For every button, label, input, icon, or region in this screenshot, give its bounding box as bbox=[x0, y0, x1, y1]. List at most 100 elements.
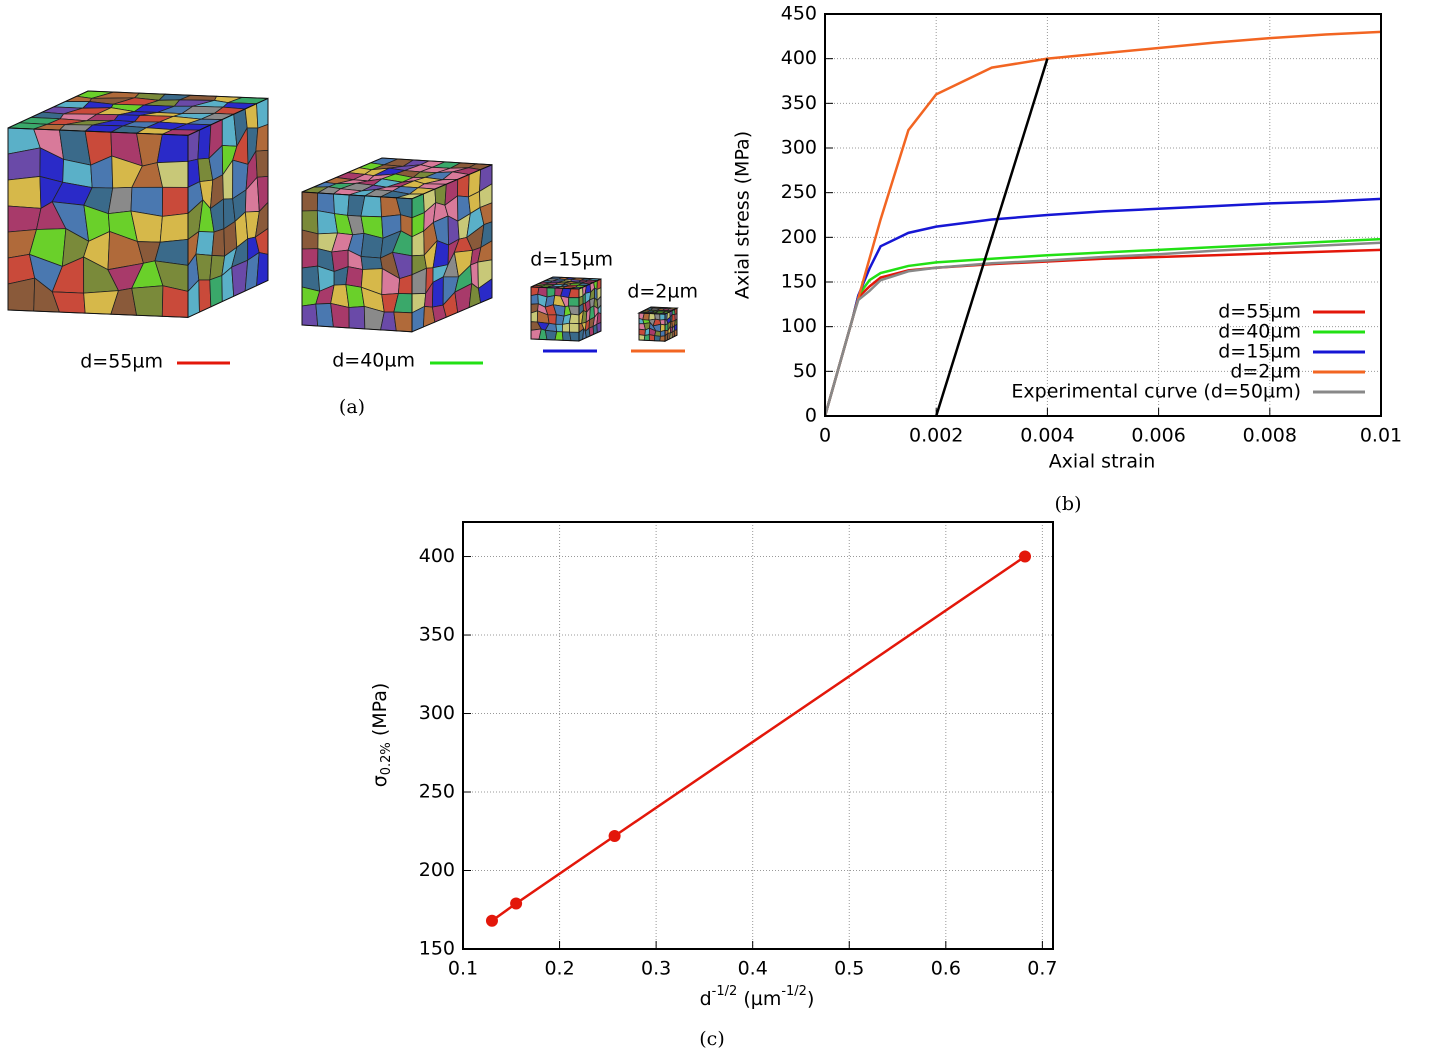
panel-caption: (a) bbox=[339, 396, 365, 418]
label-part: ) bbox=[807, 988, 814, 1010]
cube bbox=[637, 306, 679, 343]
plot-frame bbox=[462, 521, 1054, 950]
label-part: d bbox=[700, 988, 712, 1010]
grain bbox=[648, 334, 656, 342]
grain bbox=[255, 123, 269, 152]
label-script: -1/2 bbox=[712, 984, 738, 999]
grain bbox=[568, 297, 580, 307]
grain bbox=[161, 186, 189, 217]
point bbox=[485, 914, 498, 927]
grain bbox=[431, 276, 444, 308]
grain bbox=[659, 313, 666, 321]
y-tick-label: 250 bbox=[781, 181, 817, 203]
grain bbox=[554, 331, 564, 341]
y-tick-label: 450 bbox=[781, 3, 817, 25]
plot-frame bbox=[824, 13, 1382, 417]
grain bbox=[659, 335, 666, 342]
x-tick-label: 0.006 bbox=[1131, 425, 1185, 447]
grain bbox=[348, 305, 366, 330]
cube-face-edge bbox=[578, 278, 602, 342]
x-tick-label: 0.4 bbox=[738, 958, 768, 980]
x-tick-label: 0.01 bbox=[1360, 425, 1402, 447]
sample-label: d=55µm bbox=[80, 351, 163, 373]
grain bbox=[301, 303, 319, 327]
x-tick-label: 0.1 bbox=[448, 958, 478, 980]
cube-face-edge bbox=[187, 97, 269, 319]
grain bbox=[642, 312, 650, 321]
axis-label: Axial stress (MPa) bbox=[732, 131, 754, 299]
y-tick-label: 350 bbox=[781, 92, 817, 114]
grain bbox=[643, 334, 650, 341]
x-tick-label: 0.008 bbox=[1243, 425, 1297, 447]
series-line bbox=[491, 555, 1026, 922]
label-part: (MPa) bbox=[369, 683, 391, 743]
cube bbox=[301, 157, 493, 333]
series-line bbox=[825, 237, 1381, 416]
legend-label: d=15µm bbox=[1218, 341, 1301, 363]
y-tick-label: 300 bbox=[419, 702, 455, 724]
grain bbox=[659, 329, 666, 337]
grain bbox=[161, 285, 189, 318]
grain bbox=[330, 302, 350, 329]
panel-caption: (c) bbox=[699, 1028, 724, 1050]
grain bbox=[360, 195, 383, 218]
grain bbox=[555, 323, 563, 333]
x-tick-label: 0.7 bbox=[1027, 958, 1057, 980]
plot-area bbox=[485, 550, 1031, 927]
point bbox=[608, 829, 621, 842]
sample-label: d=2µm bbox=[627, 281, 698, 303]
grain bbox=[345, 266, 364, 288]
series-line bbox=[935, 58, 1049, 416]
grain bbox=[7, 277, 36, 312]
grain bbox=[360, 256, 383, 270]
cube-face-edge bbox=[664, 307, 678, 343]
point bbox=[1018, 550, 1031, 563]
label-part: σ bbox=[369, 775, 391, 787]
y-tick-label: 400 bbox=[419, 545, 455, 567]
point bbox=[510, 897, 523, 910]
y-tick-label: 0 bbox=[805, 405, 817, 427]
legend-label: d=2µm bbox=[1230, 361, 1301, 383]
legend-label: d=55µm bbox=[1218, 301, 1301, 323]
y-tick-label: 100 bbox=[781, 315, 817, 337]
grain bbox=[107, 186, 133, 215]
grain bbox=[195, 253, 213, 281]
grain bbox=[547, 314, 557, 325]
y-tick-label: 250 bbox=[419, 781, 455, 803]
grain bbox=[7, 176, 42, 209]
grain bbox=[333, 193, 350, 216]
x-tick-label: 0.2 bbox=[544, 958, 574, 980]
x-tick-label: 0.6 bbox=[931, 958, 961, 980]
sample-label: d=40µm bbox=[332, 350, 415, 372]
panel-caption: (b) bbox=[1055, 493, 1082, 515]
x-tick-label: 0.3 bbox=[641, 958, 671, 980]
grain bbox=[301, 248, 319, 269]
x-tick-label: 0.002 bbox=[909, 425, 963, 447]
label-script: 0.2% bbox=[379, 742, 394, 775]
grain bbox=[301, 191, 319, 212]
y-tick-label: 400 bbox=[781, 47, 817, 69]
grain bbox=[255, 149, 269, 178]
x-tick-label: 0 bbox=[819, 425, 831, 447]
y-tick-label: 50 bbox=[793, 360, 817, 382]
grain bbox=[530, 310, 538, 323]
plot-area bbox=[825, 30, 1381, 416]
y-tick-label: 200 bbox=[419, 859, 455, 881]
series-line bbox=[825, 241, 1381, 416]
y-tick-label: 200 bbox=[781, 226, 817, 248]
grain bbox=[159, 212, 189, 243]
grain bbox=[561, 322, 570, 333]
y-tick-label: 150 bbox=[419, 938, 455, 960]
series-line bbox=[825, 30, 1381, 416]
y-tick-label: 350 bbox=[419, 624, 455, 646]
grain bbox=[530, 293, 539, 305]
sample-label: d=15µm bbox=[530, 249, 613, 271]
grain bbox=[569, 331, 580, 342]
grain bbox=[316, 192, 335, 215]
cube bbox=[7, 90, 269, 319]
grain bbox=[211, 228, 226, 257]
y-tick-label: 300 bbox=[781, 137, 817, 159]
grain bbox=[195, 231, 215, 256]
grain bbox=[131, 285, 164, 317]
